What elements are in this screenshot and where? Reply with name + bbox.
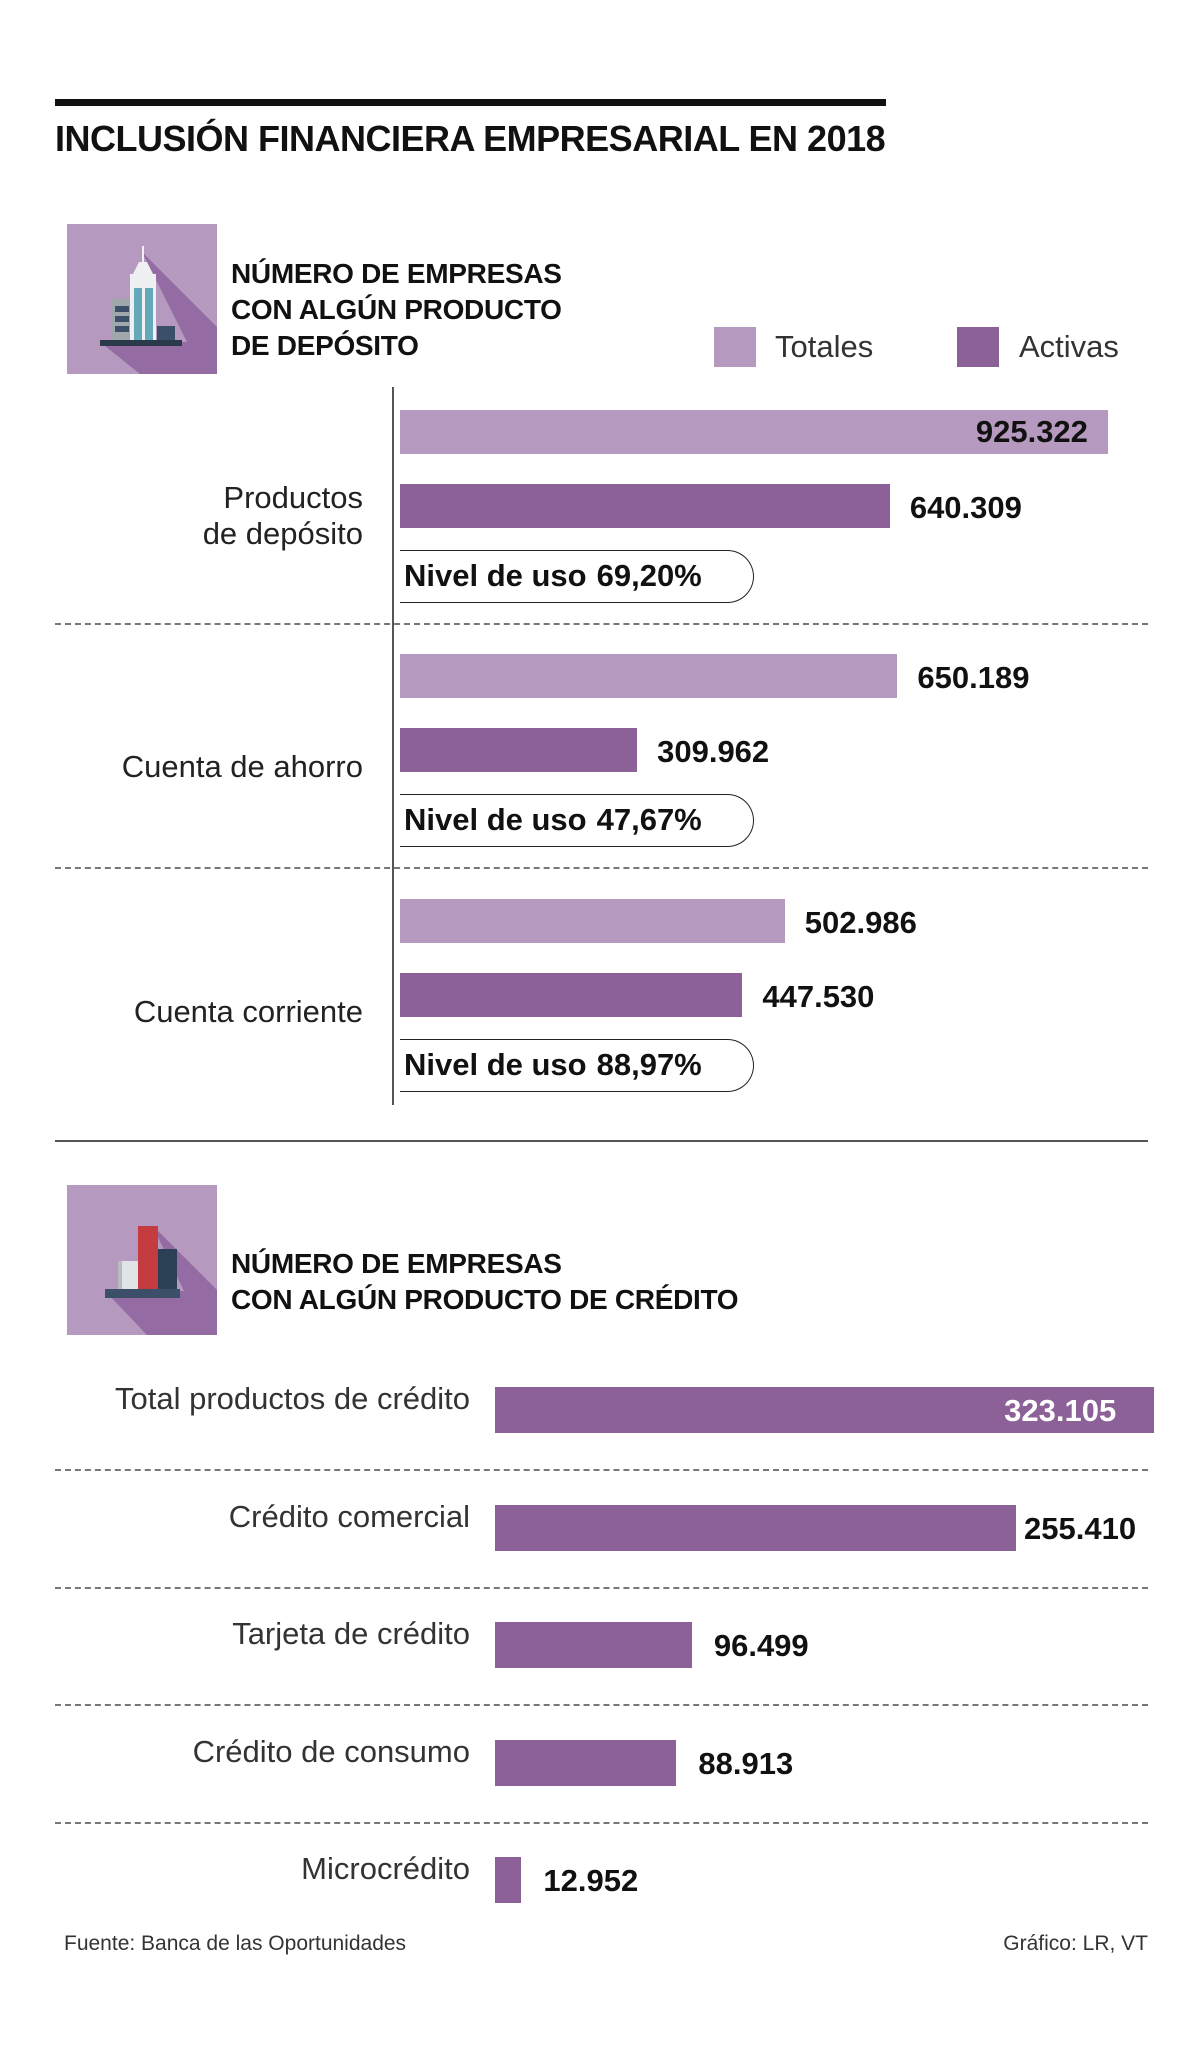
heading-line: CON ALGÚN PRODUCTO — [231, 294, 562, 325]
credit-section-heading: NÚMERO DE EMPRESAS CON ALGÚN PRODUCTO DE… — [231, 1246, 739, 1318]
bar — [495, 1622, 692, 1668]
category-label: Crédito comercial — [228, 1498, 470, 1534]
usage-pill: Nivel de uso 47,67% — [400, 794, 754, 847]
data-label: 323.105 — [1004, 1393, 1117, 1428]
legend-swatch-totales — [714, 327, 756, 367]
data-label: 255.410 — [1024, 1510, 1137, 1546]
legend-label-activas: Activas — [1019, 329, 1119, 364]
usage-value: 88,97% — [596, 1047, 702, 1082]
bar — [495, 1857, 522, 1903]
building-icon — [67, 224, 217, 374]
data-label: 12.952 — [543, 1863, 639, 1898]
legend-label-totales: Totales — [775, 329, 874, 364]
data-label: 650.189 — [917, 660, 1030, 695]
bar-activas — [400, 973, 743, 1017]
bar-totales — [400, 410, 1108, 454]
legend-swatch-activas — [957, 327, 999, 367]
bar-activas — [400, 728, 638, 772]
data-label: 96.499 — [713, 1628, 809, 1663]
bar-totales — [400, 899, 785, 943]
category-label-line: Cuenta corriente — [133, 994, 363, 1029]
heading-line: CON ALGÚN PRODUCTO DE CRÉDITO — [231, 1284, 739, 1315]
data-label: 640.309 — [909, 490, 1022, 525]
category-label: Productos de depósito — [203, 480, 363, 552]
usage-label: Nivel de uso — [404, 558, 587, 593]
category-label-line: Productos — [223, 480, 363, 515]
usage-value: 69,20% — [596, 558, 702, 593]
row-divider — [55, 1469, 1148, 1471]
usage-pill: Nivel de uso 69,20% — [400, 550, 754, 603]
bar-chart-icon — [67, 1185, 217, 1335]
deposit-section-heading: NÚMERO DE EMPRESAS CON ALGÚN PRODUCTO DE… — [231, 256, 562, 364]
category-label: Tarjeta de crédito — [232, 1616, 470, 1651]
bar — [495, 1739, 677, 1786]
usage-value: 47,67% — [596, 802, 702, 837]
data-label: 309.962 — [657, 734, 770, 769]
usage-pill: Nivel de uso 88,97% — [400, 1039, 754, 1092]
heading-line: NÚMERO DE EMPRESAS — [231, 1248, 562, 1279]
category-label-line: Cuenta de ahorro — [121, 749, 363, 784]
data-label: 88.913 — [698, 1745, 794, 1781]
usage-label: Nivel de uso — [404, 802, 587, 837]
bar — [495, 1504, 1017, 1551]
title-rule — [55, 99, 886, 106]
data-label: 447.530 — [762, 979, 875, 1014]
source-note: Fuente: Banca de las Oportunidades — [64, 1932, 407, 1955]
bar-totales — [400, 654, 898, 698]
section-divider — [55, 1140, 1148, 1142]
heading-line: NÚMERO DE EMPRESAS — [231, 258, 562, 289]
bar-activas — [400, 484, 890, 528]
axis-line — [392, 387, 394, 1105]
usage-label: Nivel de uso — [404, 1047, 587, 1082]
page-title: INCLUSIÓN FINANCIERA EMPRESARIAL EN 2018 — [55, 118, 886, 159]
category-label: Total productos de crédito — [115, 1381, 470, 1416]
data-label: 925.322 — [975, 414, 1088, 449]
row-divider — [55, 1821, 1148, 1824]
category-label: Microcrédito — [301, 1851, 470, 1886]
bar — [495, 1387, 1155, 1433]
category-label-line: de depósito — [202, 516, 363, 551]
data-label: 502.986 — [804, 905, 917, 940]
group-divider — [55, 867, 1148, 869]
category-label: Crédito de consumo — [192, 1733, 470, 1769]
credit-note: Gráfico: LR, VT — [1003, 1932, 1148, 1955]
row-divider — [55, 1586, 1148, 1589]
group-divider — [55, 623, 1148, 625]
row-divider — [55, 1704, 1148, 1706]
category-label: Cuenta corriente — [134, 994, 363, 1030]
category-label: Cuenta de ahorro — [122, 749, 363, 785]
heading-line: DE DEPÓSITO — [231, 330, 419, 361]
